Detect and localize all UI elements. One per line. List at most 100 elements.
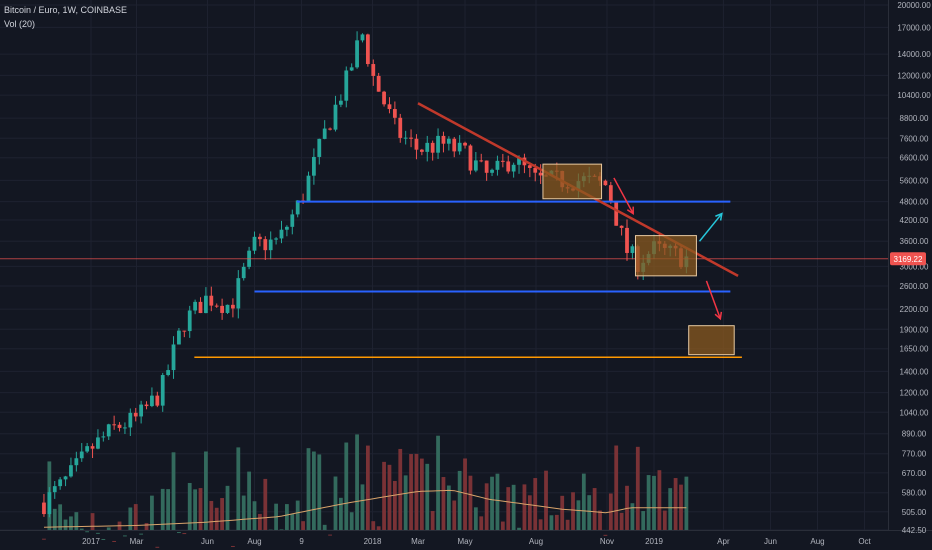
candle-body (133, 412, 138, 417)
volume-series (42, 434, 689, 548)
candle-body (74, 458, 79, 466)
volume-bar (198, 488, 203, 530)
candle-body (517, 157, 521, 165)
price-tick-label: 17000.00 (897, 23, 931, 32)
volume-bar (522, 484, 527, 530)
candle-body (231, 304, 235, 309)
down-arrow[interactable] (705, 280, 723, 321)
candle-body (150, 395, 154, 407)
price-axis[interactable]: 442.50 505.00 580.00 670.00 770.00 890.00 1040… (897, 1, 931, 535)
rectangle-zone[interactable] (688, 325, 735, 356)
volume-bar (538, 519, 543, 530)
volume-bar (258, 513, 262, 530)
candle-body (457, 142, 462, 152)
candle-body (338, 100, 343, 105)
volume-bar (101, 538, 106, 540)
candle-body (209, 295, 214, 306)
volume-bar (322, 524, 327, 530)
volume-bar (506, 487, 511, 530)
volume-bar (387, 464, 392, 530)
volume-bar (42, 538, 46, 540)
volume-bar (63, 519, 68, 530)
volume-bar (527, 495, 532, 530)
candle-body (306, 175, 311, 202)
volume-bar (403, 475, 408, 530)
arrow-head (626, 206, 634, 215)
symbol-title[interactable]: Bitcoin / Euro, 1W, COINBASE (4, 5, 128, 15)
candle-body (490, 169, 494, 173)
volume-bar (479, 516, 484, 530)
volume-bar (133, 504, 138, 530)
volume-bar (635, 446, 640, 530)
candle-body (430, 142, 435, 153)
candle-body (328, 128, 332, 130)
candle-body (603, 180, 608, 186)
candle-body (187, 310, 192, 332)
candle-body (506, 161, 511, 172)
down-arrow[interactable] (613, 177, 634, 215)
volume-bar (193, 489, 198, 530)
rectangle-zone[interactable] (634, 235, 697, 277)
candle-body (608, 185, 613, 202)
candle-body (112, 424, 117, 426)
volume-bar (171, 452, 176, 530)
candle-body (533, 167, 538, 173)
candle-body (101, 436, 106, 438)
volume-bar (279, 529, 284, 531)
time-axis[interactable]: 2017 Mar Jun Aug 9 2018 Mar May Aug Nov 2019 Apr Jun… (82, 537, 871, 546)
candle-body (171, 344, 176, 371)
volume-bar (241, 495, 246, 530)
volume-bar (85, 531, 90, 533)
up-arrow[interactable] (698, 212, 723, 242)
candle-body (160, 375, 165, 406)
volume-bar (603, 534, 608, 536)
volume-bar (371, 521, 376, 530)
volume-bar (500, 521, 505, 530)
time-tick-label: Jun (201, 537, 214, 546)
candle-body (204, 295, 208, 314)
volume-bar (290, 513, 295, 530)
candle-body (52, 486, 57, 493)
volume-bar (398, 448, 403, 530)
chart-legend: Bitcoin / Euro, 1W, COINBASE Vol (20) (4, 3, 127, 31)
price-tick-label: 670.00 (902, 469, 927, 478)
candle-body (403, 137, 408, 139)
candle-body (630, 246, 635, 253)
price-tick-label: 1400.00 (900, 367, 929, 376)
candle-body (285, 226, 289, 230)
drawing-annotations[interactable] (0, 102, 888, 359)
candle-body (500, 160, 505, 162)
price-tick-label: 14000.00 (897, 50, 931, 59)
candle-body (452, 138, 457, 152)
volume-bar (252, 501, 257, 530)
volume-bar (225, 485, 230, 530)
candlestick-series[interactable] (42, 31, 689, 518)
price-tick-label: 10400.00 (897, 91, 931, 100)
arrow-head (715, 212, 723, 221)
volume-bar (457, 470, 462, 530)
candle-body (392, 109, 397, 118)
candle-body (382, 91, 386, 105)
candle-body (344, 70, 349, 101)
volume-bar (144, 523, 149, 530)
volume-bar (576, 500, 581, 530)
volume-bar (533, 478, 538, 530)
volume-bar (214, 507, 219, 530)
candle-body (387, 104, 392, 110)
price-tick-label: 770.00 (902, 450, 927, 459)
rectangle-zone[interactable] (542, 163, 603, 200)
volume-bar (355, 434, 359, 530)
volume-bar (123, 535, 127, 537)
volume-bar (285, 504, 289, 530)
candle-body (376, 75, 381, 92)
candle-body (463, 142, 467, 146)
volume-bar (96, 532, 100, 534)
candle-body (90, 446, 95, 449)
volume-bar (549, 515, 554, 530)
volume-bar (177, 532, 181, 534)
volume-bar (419, 458, 424, 530)
volume-indicator-title[interactable]: Vol (20) (4, 19, 36, 29)
candle-body (425, 142, 430, 152)
volume-bar (209, 500, 214, 530)
